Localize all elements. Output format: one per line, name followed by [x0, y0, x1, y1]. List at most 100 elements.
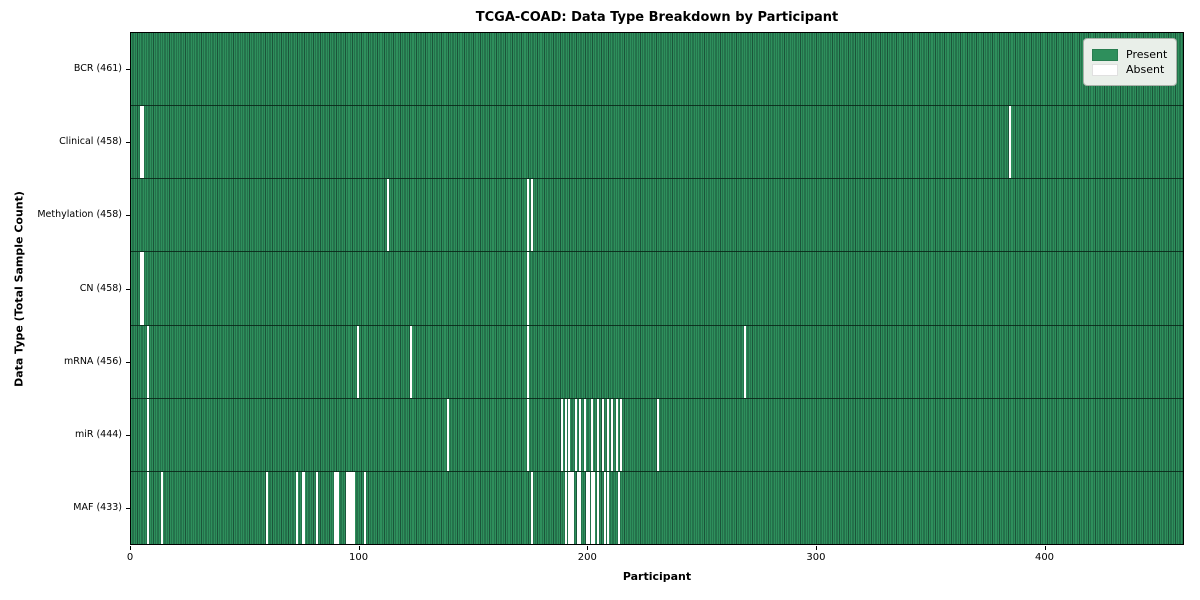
heatmap-row-clinical	[131, 106, 1183, 180]
legend-item-present: Present	[1092, 48, 1167, 61]
absent-stripe	[531, 471, 534, 544]
absent-stripe	[567, 471, 570, 544]
absent-stripe	[295, 471, 298, 544]
absent-stripe	[302, 471, 305, 544]
y-tick-label: mRNA (456)	[63, 355, 122, 367]
heatmap-plot-area	[130, 32, 1184, 545]
absent-stripe	[446, 398, 449, 471]
x-tick-label: 200	[577, 552, 597, 563]
absent-stripe	[316, 471, 319, 544]
absent-stripe	[590, 398, 593, 471]
absent-stripe	[348, 471, 351, 544]
absent-stripe	[140, 252, 143, 325]
absent-stripe	[585, 471, 589, 544]
absent-stripe	[364, 471, 367, 544]
absent-stripe	[592, 471, 595, 544]
absent-stripe	[579, 471, 582, 544]
absent-stripe	[588, 471, 591, 544]
absent-stripe	[569, 471, 573, 544]
legend-label-present: Present	[1126, 48, 1168, 61]
absent-stripe	[336, 471, 339, 544]
absent-stripe	[604, 471, 607, 544]
absent-stripe	[387, 179, 390, 252]
x-tick-mark	[1044, 546, 1046, 550]
x-tick-mark	[587, 546, 589, 550]
absent-stripe	[142, 106, 145, 179]
absent-stripe	[572, 471, 575, 544]
heatmap-row-cn	[131, 252, 1183, 326]
heatmap-row-methylation	[131, 179, 1183, 253]
x-tick-mark	[815, 546, 817, 550]
absent-stripe	[565, 398, 568, 471]
y-tick-mark	[126, 288, 130, 290]
absent-stripe	[334, 471, 337, 544]
present-swatch-icon	[1092, 48, 1118, 61]
absent-stripe	[565, 471, 568, 544]
absent-stripe	[526, 398, 529, 471]
y-tick-mark	[126, 508, 130, 510]
y-tick-mark	[126, 361, 130, 363]
absent-stripe	[597, 471, 600, 544]
absent-stripe	[531, 179, 534, 252]
absent-stripe	[1008, 106, 1011, 179]
absent-stripe	[597, 398, 600, 471]
absent-stripe	[590, 471, 593, 544]
absent-stripe	[147, 398, 150, 471]
absent-stripe	[583, 398, 586, 471]
y-axis-label: Data Type (Total Sample Count)	[12, 191, 26, 387]
heatmap-row-mrna	[131, 325, 1183, 399]
x-tick-label: 100	[349, 552, 369, 563]
chart-title: TCGA-COAD: Data Type Breakdown by Partic…	[475, 10, 839, 25]
absent-stripe	[567, 398, 570, 471]
y-tick-mark	[126, 68, 130, 70]
absent-stripe	[526, 179, 529, 252]
absent-stripe	[352, 471, 355, 544]
absent-stripe	[142, 252, 145, 325]
absent-stripe	[576, 471, 579, 544]
absent-stripe	[615, 398, 618, 471]
absent-swatch-icon	[1092, 63, 1118, 76]
absent-stripe	[357, 325, 360, 398]
absent-stripe	[656, 398, 659, 471]
absent-stripe	[147, 471, 150, 544]
x-tick-mark	[358, 546, 360, 550]
absent-stripe	[574, 398, 577, 471]
absent-stripe	[409, 325, 412, 398]
absent-stripe	[265, 471, 268, 544]
absent-stripe	[617, 471, 621, 544]
absent-stripe	[611, 398, 614, 471]
y-tick-label: Clinical (458)	[59, 135, 122, 147]
absent-stripe	[606, 471, 609, 544]
absent-stripe	[743, 325, 746, 398]
legend-label-absent: Absent	[1126, 63, 1165, 76]
absent-stripe	[147, 325, 150, 398]
absent-stripe	[579, 398, 582, 471]
y-tick-label: BCR (461)	[73, 62, 122, 74]
x-tick-label: 300	[806, 552, 826, 563]
x-tick-mark	[130, 546, 131, 550]
legend-item-absent: Absent	[1092, 63, 1167, 76]
y-tick-label: miR (444)	[74, 429, 122, 441]
x-tick-label: 400	[1034, 552, 1055, 563]
absent-stripe	[606, 398, 609, 471]
y-tick-mark	[126, 215, 130, 217]
heatmap-row-maf	[131, 471, 1183, 544]
x-axis-label: Participant	[622, 570, 692, 583]
y-tick-mark	[126, 141, 130, 143]
absent-stripe	[560, 398, 563, 471]
x-tick-label: 0	[126, 552, 134, 563]
absent-stripe	[601, 398, 605, 471]
absent-stripe	[350, 471, 353, 544]
y-tick-label: Methylation (458)	[37, 209, 122, 221]
absent-stripe	[345, 471, 348, 544]
heatmap-row-mir	[131, 398, 1183, 472]
heatmap-row-bcr	[131, 33, 1183, 107]
absent-stripe	[620, 398, 623, 471]
absent-stripe	[526, 252, 529, 325]
absent-stripe	[526, 325, 529, 398]
absent-stripe	[160, 471, 163, 544]
legend: Present Absent	[1083, 38, 1178, 86]
y-tick-label: CN (458)	[79, 282, 122, 294]
absent-stripe	[140, 106, 143, 179]
